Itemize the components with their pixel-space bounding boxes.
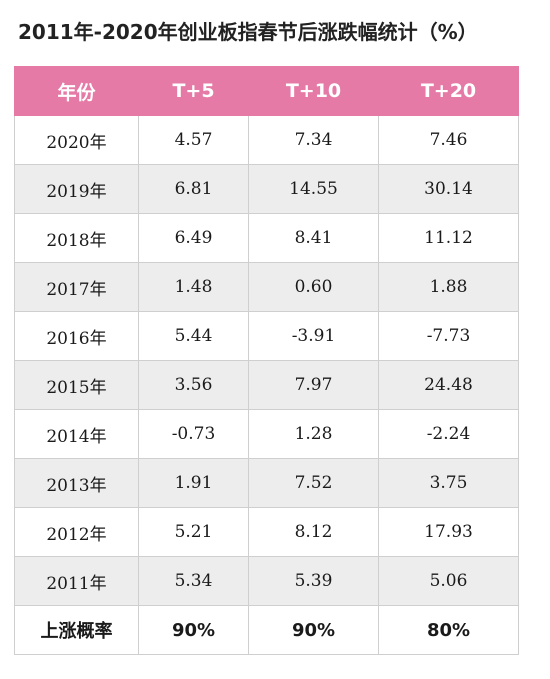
header-t20: T+20: [378, 66, 519, 116]
cell-t20: 11.12: [378, 213, 519, 263]
header-t10: T+10: [248, 66, 379, 116]
cell-t20: 17.93: [378, 507, 519, 557]
table-row: 2019年 6.81 14.55 30.14: [14, 164, 519, 214]
cell-t10: 8.41: [248, 213, 379, 263]
cell-t5: 5.34: [138, 556, 249, 606]
header-row: 年份 T+5 T+10 T+20: [14, 66, 519, 116]
cell-year: 2012年: [14, 507, 139, 557]
summary-t5: 90%: [138, 605, 249, 655]
table-row: 2013年 1.91 7.52 3.75: [14, 458, 519, 508]
cell-year: 2020年: [14, 115, 139, 165]
table-row: 2011年 5.34 5.39 5.06: [14, 556, 519, 606]
header-year: 年份: [14, 66, 139, 116]
returns-table: 年份 T+5 T+10 T+20 2020年 4.57 7.34 7.46 2019年 6…: [14, 66, 519, 655]
cell-t20: 3.75: [378, 458, 519, 508]
cell-t10: -3.91: [248, 311, 379, 361]
summary-row: 上涨概率 90% 90% 80%: [14, 605, 519, 655]
cell-t10: 7.52: [248, 458, 379, 508]
table-row: 2014年 -0.73 1.28 -2.24: [14, 409, 519, 459]
summary-t20: 80%: [378, 605, 519, 655]
cell-year: 2014年: [14, 409, 139, 459]
table-row: 2016年 5.44 -3.91 -7.73: [14, 311, 519, 361]
cell-t20: -2.24: [378, 409, 519, 459]
table-row: 2018年 6.49 8.41 11.12: [14, 213, 519, 263]
cell-t10: 8.12: [248, 507, 379, 557]
cell-t5: 1.48: [138, 262, 249, 312]
cell-year: 2013年: [14, 458, 139, 508]
header-t5: T+5: [138, 66, 249, 116]
cell-t10: 14.55: [248, 164, 379, 214]
table-row: 2020年 4.57 7.34 7.46: [14, 115, 519, 165]
cell-t20: 24.48: [378, 360, 519, 410]
cell-t10: 5.39: [248, 556, 379, 606]
cell-t10: 1.28: [248, 409, 379, 459]
cell-year: 2015年: [14, 360, 139, 410]
chart-title: 2011年-2020年创业板指春节后涨跌幅统计（%）: [18, 20, 478, 44]
summary-label: 上涨概率: [14, 605, 139, 655]
cell-t20: 1.88: [378, 262, 519, 312]
summary-t10: 90%: [248, 605, 379, 655]
cell-year: 2017年: [14, 262, 139, 312]
cell-t5: 1.91: [138, 458, 249, 508]
cell-t10: 7.97: [248, 360, 379, 410]
cell-t5: 5.44: [138, 311, 249, 361]
cell-t20: 30.14: [378, 164, 519, 214]
cell-year: 2019年: [14, 164, 139, 214]
cell-t5: 6.81: [138, 164, 249, 214]
cell-t5: 3.56: [138, 360, 249, 410]
cell-t20: 5.06: [378, 556, 519, 606]
cell-t5: -0.73: [138, 409, 249, 459]
cell-t5: 4.57: [138, 115, 249, 165]
table-body: 2020年 4.57 7.34 7.46 2019年 6.81 14.55 30.14 2018…: [14, 115, 519, 655]
cell-year: 2016年: [14, 311, 139, 361]
table-row: 2012年 5.21 8.12 17.93: [14, 507, 519, 557]
cell-t20: 7.46: [378, 115, 519, 165]
cell-t10: 0.60: [248, 262, 379, 312]
cell-t20: -7.73: [378, 311, 519, 361]
table-row: 2015年 3.56 7.97 24.48: [14, 360, 519, 410]
cell-year: 2011年: [14, 556, 139, 606]
cell-t5: 6.49: [138, 213, 249, 263]
cell-t10: 7.34: [248, 115, 379, 165]
table-row: 2017年 1.48 0.60 1.88: [14, 262, 519, 312]
cell-t5: 5.21: [138, 507, 249, 557]
cell-year: 2018年: [14, 213, 139, 263]
